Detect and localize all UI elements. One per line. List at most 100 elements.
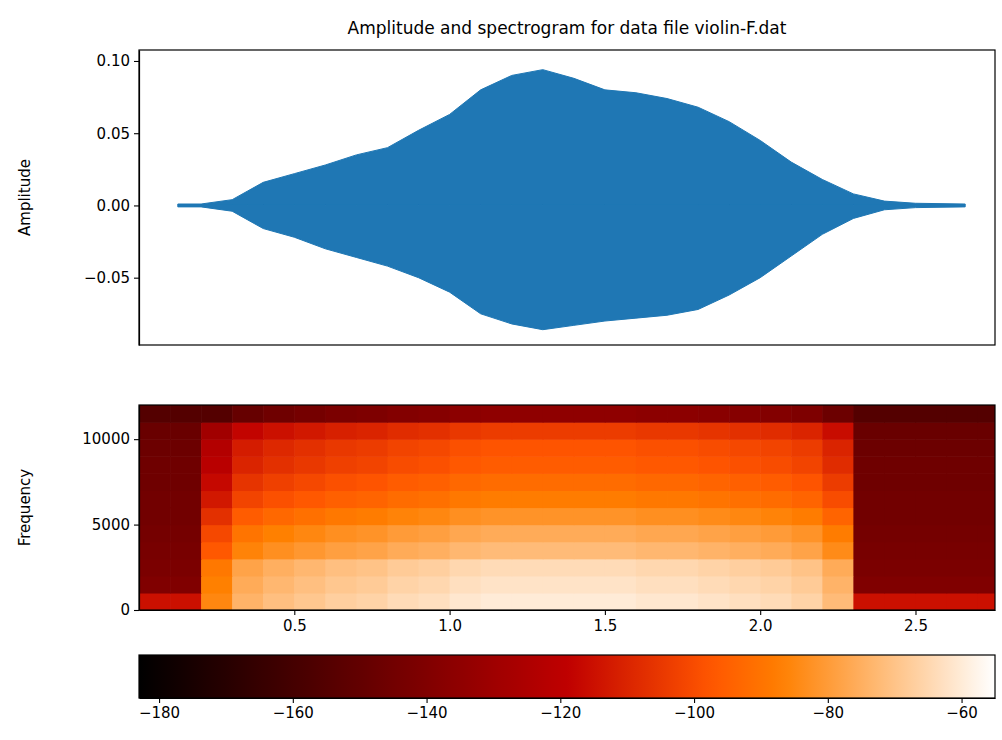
heat-cell xyxy=(263,439,295,457)
heat-cell xyxy=(729,525,761,543)
heat-cell xyxy=(853,422,885,440)
heat-cell xyxy=(387,473,419,491)
tick-mark xyxy=(828,698,829,703)
heat-cell xyxy=(915,439,947,457)
heat-cell xyxy=(512,593,544,610)
colorbar xyxy=(139,655,995,698)
heat-cell xyxy=(356,490,388,508)
heat-cell xyxy=(791,508,823,526)
heat-cell xyxy=(356,422,388,440)
heat-cell xyxy=(170,473,202,491)
heat-cell xyxy=(884,559,916,577)
heat-cell xyxy=(512,490,544,508)
heat-cell xyxy=(978,456,995,474)
heat-cell xyxy=(450,490,482,508)
heat-cell xyxy=(419,593,451,610)
tick-label: −120 xyxy=(540,704,581,722)
heat-cell xyxy=(481,508,513,526)
heat-cell xyxy=(139,559,171,577)
heat-cell xyxy=(822,439,854,457)
heat-cell xyxy=(853,473,885,491)
tick-mark xyxy=(760,610,761,615)
tick-mark xyxy=(159,698,160,703)
heat-cell xyxy=(170,422,202,440)
heat-cell xyxy=(605,576,637,594)
tick-label: −160 xyxy=(273,704,314,722)
heat-cell xyxy=(978,559,995,577)
heat-cell xyxy=(387,456,419,474)
tick-mark xyxy=(134,525,139,526)
heat-cell xyxy=(232,473,264,491)
heat-cell xyxy=(698,559,730,577)
heat-cell xyxy=(232,525,264,543)
heat-cell xyxy=(387,559,419,577)
tick: 0 xyxy=(120,601,139,619)
heat-cell xyxy=(419,456,451,474)
heat-cell xyxy=(139,508,171,526)
heat-cell xyxy=(543,405,575,423)
heat-cell xyxy=(915,405,947,423)
heat-cell xyxy=(915,593,947,610)
tick: −80 xyxy=(812,698,844,722)
heat-cell xyxy=(884,422,916,440)
heat-cell xyxy=(605,593,637,610)
heat-cell xyxy=(450,593,482,610)
heat-cell xyxy=(947,542,979,560)
heat-cell xyxy=(698,508,730,526)
heat-cell xyxy=(294,473,326,491)
heat-cell xyxy=(729,542,761,560)
heat-cell xyxy=(543,439,575,457)
heat-cell xyxy=(139,525,171,543)
heat-cell xyxy=(325,542,357,560)
heat-cell xyxy=(419,576,451,594)
tick-label: −140 xyxy=(406,704,447,722)
heat-cell xyxy=(356,405,388,423)
heat-cell xyxy=(760,593,792,610)
heat-cell xyxy=(139,456,171,474)
heat-cell xyxy=(667,439,699,457)
heat-cell xyxy=(356,542,388,560)
tick-label: 0.05 xyxy=(97,125,130,143)
heat-cell xyxy=(667,542,699,560)
tick-mark xyxy=(134,205,139,206)
heat-cell xyxy=(667,490,699,508)
tick-mark xyxy=(293,698,294,703)
heat-cell xyxy=(294,593,326,610)
tick-mark xyxy=(134,133,139,134)
heat-cell xyxy=(419,405,451,423)
heat-cell xyxy=(170,405,202,423)
heat-cell xyxy=(791,473,823,491)
heat-cell xyxy=(574,422,606,440)
heat-cell xyxy=(294,576,326,594)
heat-cell xyxy=(791,542,823,560)
heat-cell xyxy=(667,559,699,577)
heat-cell xyxy=(419,473,451,491)
heat-cell xyxy=(543,456,575,474)
heat-cell xyxy=(915,559,947,577)
heat-cell xyxy=(947,456,979,474)
chart-title: Amplitude and spectrogram for data file … xyxy=(348,18,787,38)
heat-cell xyxy=(481,490,513,508)
heat-cell xyxy=(450,473,482,491)
heat-cell xyxy=(419,508,451,526)
heat-cell xyxy=(605,405,637,423)
heat-cell xyxy=(450,508,482,526)
waveform-lower xyxy=(178,205,965,329)
colorbar-axis: −180−160−140−120−100−80−60 xyxy=(139,698,996,722)
heat-cell xyxy=(947,525,979,543)
heat-cell xyxy=(232,508,264,526)
heat-cell xyxy=(978,576,995,594)
heat-cell xyxy=(605,422,637,440)
heat-cell xyxy=(543,490,575,508)
heat-cell xyxy=(978,490,995,508)
heat-cell xyxy=(481,473,513,491)
heat-cell xyxy=(822,593,854,610)
heat-cell xyxy=(729,593,761,610)
heat-cell xyxy=(947,593,979,610)
heat-cell xyxy=(667,422,699,440)
heat-cell xyxy=(636,593,668,610)
heat-cell xyxy=(574,439,606,457)
heat-cell xyxy=(543,559,575,577)
tick-label: 2.0 xyxy=(749,617,773,635)
heat-cell xyxy=(605,473,637,491)
